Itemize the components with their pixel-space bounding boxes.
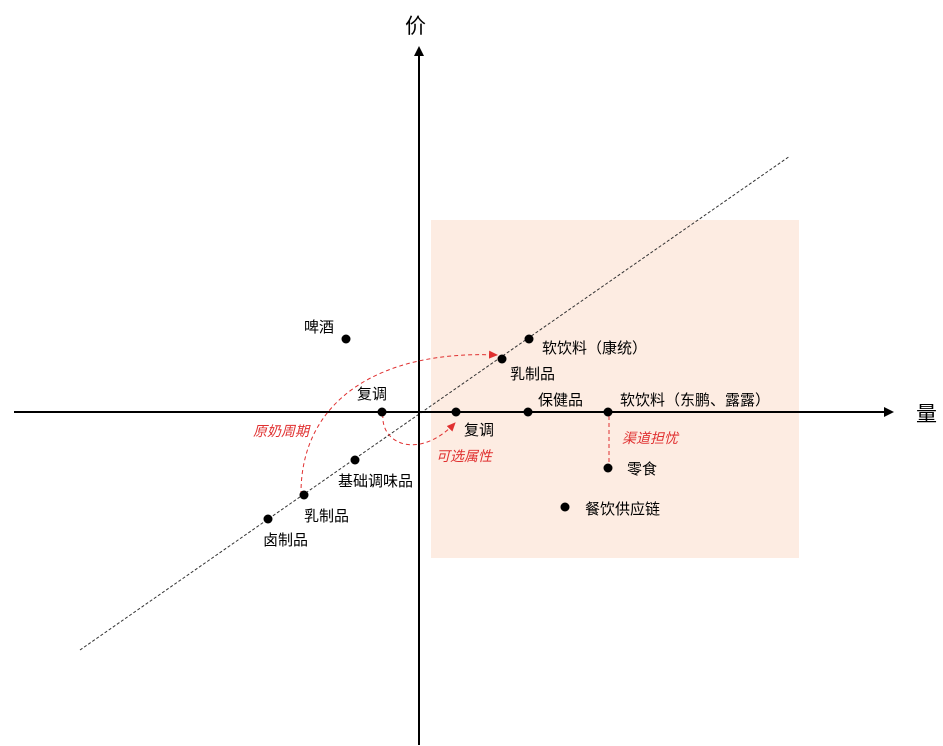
point-catering-supply-chain (560, 502, 570, 512)
label-snacks: 零食 (627, 460, 657, 478)
point-braised-products (263, 514, 273, 524)
trend-line (79, 155, 791, 651)
label-compound-seasoning-right: 复调 (464, 421, 494, 439)
label-dairy-lower: 乳制品 (304, 507, 349, 525)
point-health-products (523, 407, 533, 417)
point-dairy-upper (497, 354, 507, 364)
label-catering-supply-chain: 餐饮供应链 (585, 500, 660, 518)
highlight-zone (431, 220, 799, 558)
y-axis-label: 价 (405, 14, 426, 38)
label-beer: 啤酒 (304, 318, 334, 336)
point-dairy-lower (299, 490, 309, 500)
annotation-channel-concern: 渠道担忧 (622, 431, 680, 447)
label-softdrink-dp: 软饮料（东鹏、露露） (620, 391, 770, 409)
label-compound-seasoning-left: 复调 (357, 385, 387, 403)
point-beer (341, 334, 351, 344)
label-dairy-upper: 乳制品 (510, 365, 555, 383)
optional-attribute-arrow (382, 413, 456, 446)
point-basic-seasoning (350, 455, 360, 465)
point-softdrink-ks (524, 334, 534, 344)
label-health-products: 保健品 (538, 391, 583, 409)
label-braised-products: 卤制品 (263, 531, 308, 549)
point-softdrink-dp (603, 407, 613, 417)
point-compound-seasoning-right (451, 407, 461, 417)
label-basic-seasoning: 基础调味品 (338, 472, 413, 490)
annotation-milk-cycle: 原奶周期 (253, 424, 311, 440)
label-softdrink-ks: 软饮料（康统） (542, 339, 647, 357)
point-compound-seasoning-left (377, 407, 387, 417)
point-snacks (603, 463, 613, 473)
x-axis-label: 量 (916, 402, 937, 426)
annotation-optional-attribute: 可选属性 (436, 449, 494, 465)
